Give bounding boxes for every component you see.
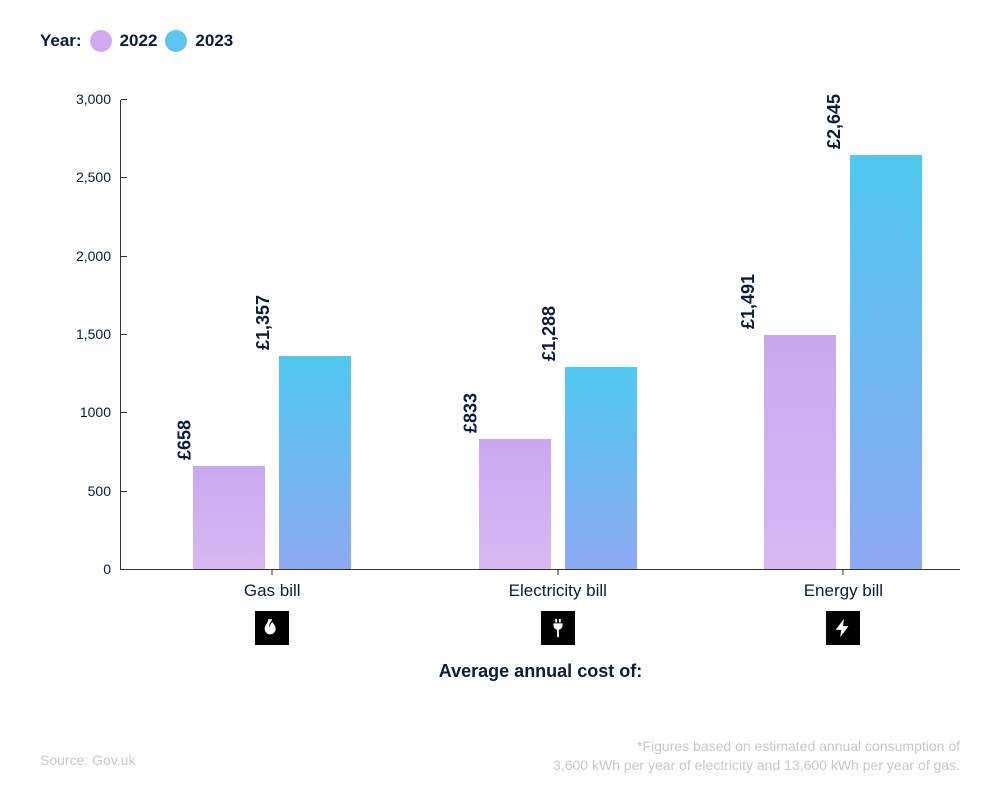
- fire-icon: [255, 611, 289, 645]
- bar-2022: £1,491: [764, 335, 836, 569]
- x-axis-title: Average annual cost of:: [439, 661, 642, 682]
- legend: Year: 2022 2023: [40, 30, 233, 52]
- y-tick: 1,500: [66, 326, 121, 342]
- y-tick: 2,500: [66, 169, 121, 185]
- bar-value-label: £658: [175, 420, 196, 466]
- y-tick: 3,000: [66, 91, 121, 107]
- y-tick: 2,000: [66, 248, 121, 264]
- legend-swatch-2023: [165, 30, 187, 52]
- bar-value-label: £1,357: [253, 295, 274, 356]
- legend-label-2022: 2022: [120, 31, 158, 51]
- y-tick: 0: [66, 561, 121, 577]
- plot-area: Average annual cost of: 050010001,5002,0…: [120, 100, 960, 570]
- y-tick: 1000: [66, 404, 121, 420]
- chart: Average annual cost of: 050010001,5002,0…: [60, 100, 960, 600]
- x-tick-label: Gas bill: [244, 569, 301, 601]
- bar-2023: £1,357: [279, 356, 351, 569]
- y-tick: 500: [66, 483, 121, 499]
- bar-2023: £1,288: [565, 367, 637, 569]
- bar-2022: £658: [193, 466, 265, 569]
- footnote-line-2: 3,600 kWh per year of electricity and 13…: [553, 757, 960, 773]
- bar-2022: £833: [479, 439, 551, 570]
- bar-2023: £2,645: [850, 155, 922, 569]
- bar-value-label: £1,491: [738, 274, 759, 335]
- legend-swatch-2022: [90, 30, 112, 52]
- bolt-icon: [826, 611, 860, 645]
- legend-title: Year:: [40, 31, 82, 51]
- footnote: *Figures based on estimated annual consu…: [553, 737, 960, 776]
- bar-value-label: £833: [460, 392, 481, 438]
- source-text: Source: Gov.uk: [40, 752, 135, 768]
- bar-value-label: £1,288: [539, 306, 560, 367]
- bar-value-label: £2,645: [824, 94, 845, 155]
- plug-icon: [541, 611, 575, 645]
- legend-label-2023: 2023: [195, 31, 233, 51]
- x-tick-label: Energy bill: [804, 569, 883, 601]
- footnote-line-1: *Figures based on estimated annual consu…: [637, 738, 960, 754]
- x-tick-label: Electricity bill: [509, 569, 607, 601]
